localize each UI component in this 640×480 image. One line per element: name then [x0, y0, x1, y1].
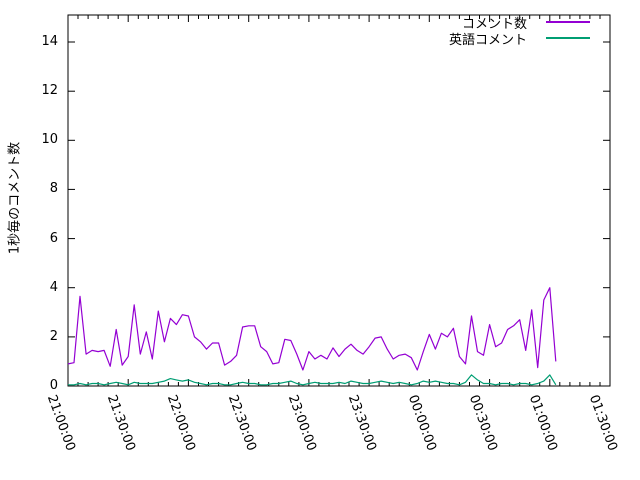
y-tick-label: 6 [49, 230, 58, 246]
y-tick-label: 10 [41, 132, 58, 148]
y-tick-label: 14 [41, 34, 58, 50]
legend-entry-comments: コメント数 [449, 14, 590, 32]
series-line-english-comments [68, 374, 557, 386]
y-tick-label: 12 [41, 83, 58, 99]
legend-line-sample-comments [546, 21, 590, 23]
y-tick-label: 8 [49, 181, 58, 197]
legend-entry-english-comments: 英語コメント [448, 30, 590, 48]
legend-label-comments: コメント数 [461, 16, 527, 32]
y-tick-label: 4 [49, 279, 58, 295]
y-tick-label: 0 [49, 378, 58, 393]
y-tick-label: 2 [49, 328, 58, 344]
legend: コメント数 英語コメント [448, 14, 590, 48]
legend-line-sample-english-comments [546, 37, 590, 39]
legend-label-english-comments: 英語コメント [448, 32, 527, 48]
series-line-comments [67, 287, 557, 371]
y-axis-title: 1秒毎のコメント数 [7, 141, 23, 255]
